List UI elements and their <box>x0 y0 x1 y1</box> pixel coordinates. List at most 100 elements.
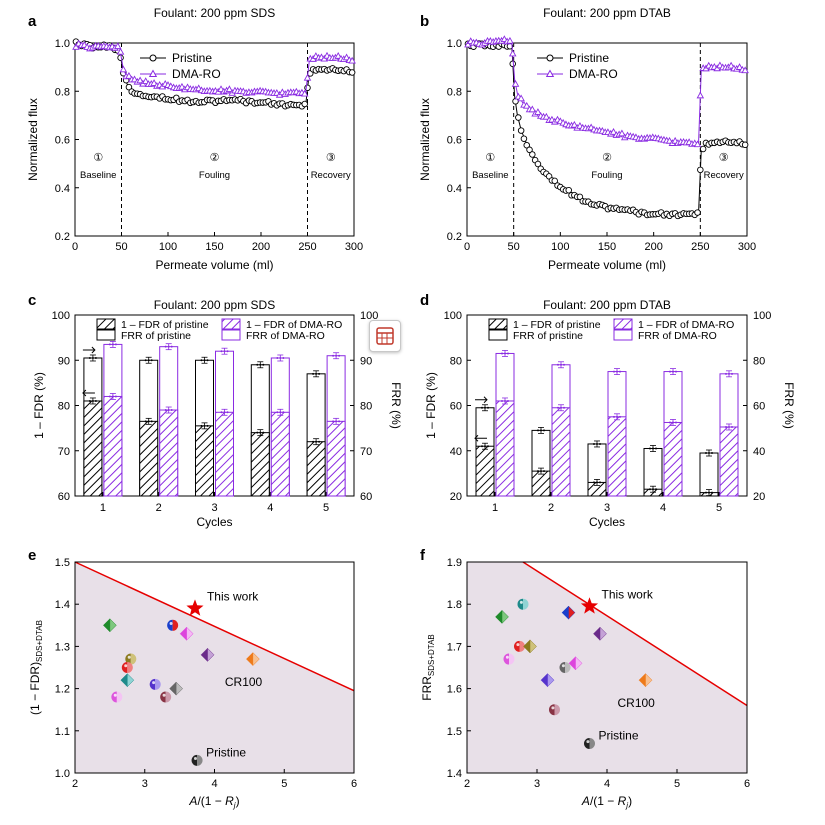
data-point-highlight <box>505 655 509 659</box>
phase-number: ③ <box>719 152 729 164</box>
x-axis-label: A/(1 − Rj) <box>188 794 239 810</box>
marker-pristine <box>694 209 701 216</box>
data-dot <box>282 356 285 359</box>
data-dot <box>599 442 601 445</box>
y-tick-label: 80 <box>58 401 70 413</box>
marker-pristine <box>517 127 525 134</box>
fdr-bar-pristine <box>475 445 495 497</box>
data-dot <box>669 421 671 424</box>
cr100-label: CR100 <box>225 675 263 689</box>
chart-panel-f: 2 3 4 5 6 1.4 1.5 1.6 1.7 1.8 1.9 A/(1 − Rj) FRRSDS+… <box>420 557 750 810</box>
data-dot <box>655 488 657 491</box>
feasible-region <box>467 562 747 773</box>
data-dot <box>164 409 167 412</box>
x-tick-label: 4 <box>660 502 666 514</box>
marker-pristine <box>125 83 133 91</box>
data-dot <box>338 354 341 357</box>
upper-bound-line <box>522 561 748 707</box>
marker-dma-ro <box>609 127 618 135</box>
data-dot <box>170 345 173 348</box>
data-dot <box>167 409 170 412</box>
data-point-highlight <box>516 643 520 647</box>
data-dot <box>144 359 147 362</box>
x-tick-label: 250 <box>298 241 316 253</box>
data-point-highlight <box>124 664 128 668</box>
y-tick-label: 60 <box>58 491 70 503</box>
data-dot <box>731 425 733 428</box>
fdr-bar-dma-ro <box>495 400 515 497</box>
data-dot <box>318 372 321 375</box>
legend-marker <box>545 69 555 77</box>
y-tick-label: 1.0 <box>447 38 462 50</box>
chart-title: Foulant: 200 ppm SDS <box>154 6 275 20</box>
upper-bound-line <box>74 561 355 692</box>
data-point-highlight <box>162 693 166 697</box>
table-icon <box>376 327 394 345</box>
y2-tick-label: 70 <box>360 446 372 458</box>
legend-label: DMA-RO <box>569 67 618 81</box>
data-dot <box>487 445 489 448</box>
x-tick-label: 100 <box>159 241 177 253</box>
y-axis-label: 1 – FDR (%) <box>32 372 46 439</box>
marker-dma-ro <box>303 73 312 81</box>
x-axis-label: Cycles <box>589 515 625 529</box>
x-tick-label: 3 <box>142 778 148 790</box>
data-dot <box>504 352 506 355</box>
panel-letter-b: b <box>420 13 429 30</box>
marker-dma-ro <box>508 49 517 57</box>
data-dot <box>318 440 321 443</box>
x-axis-label: A/(1 − Rj) <box>581 794 632 810</box>
data-dot <box>200 424 203 427</box>
x-tick-label: 3 <box>534 778 540 790</box>
data-dot <box>507 399 509 402</box>
data-dot <box>262 431 265 434</box>
data-dot <box>335 420 338 423</box>
marker-dma-ro <box>693 140 702 148</box>
x-tick-label: 0 <box>72 241 78 253</box>
marker-dma-ro <box>119 65 128 73</box>
data-dot <box>537 429 539 432</box>
marker-dma-ro <box>506 36 514 44</box>
data-point-right-half <box>197 754 203 766</box>
panel-letter-a: a <box>28 13 37 30</box>
x-tick-label: 0 <box>464 241 470 253</box>
data-dot <box>111 343 114 346</box>
data-dot <box>649 447 651 450</box>
fdr-bar-dma-ro <box>663 421 683 497</box>
data-dot <box>164 345 167 348</box>
data-dot <box>484 406 486 409</box>
data-dot <box>501 352 503 355</box>
marker-pristine <box>509 60 516 68</box>
y-tick-label: 0.2 <box>447 231 462 243</box>
data-dot <box>147 359 150 362</box>
data-dot <box>259 431 262 434</box>
phase-label: Recovery <box>704 170 744 181</box>
data-point-highlight <box>169 622 173 625</box>
fdr-bar-dma-ro <box>551 407 571 497</box>
data-dot <box>203 359 206 362</box>
marker-pristine <box>551 177 558 185</box>
chart-panel-c: Foulant: 200 ppm SDS 60 60 70 70 80 80 90 90 100 1… <box>32 298 403 529</box>
x-axis-label: Cycles <box>196 515 232 529</box>
data-dot <box>616 415 618 418</box>
y-tick-label: 0.6 <box>447 135 462 147</box>
phase-number: ③ <box>326 152 336 164</box>
marker-pristine <box>523 141 530 149</box>
data-point-highlight <box>193 757 197 761</box>
marker-dma-ro <box>511 79 520 87</box>
x-tick-label: 150 <box>205 241 223 253</box>
phase-number: ① <box>485 152 495 164</box>
phase-label: Baseline <box>80 170 116 181</box>
y-tick-label: 100 <box>52 310 70 322</box>
y2-tick-label: 60 <box>753 401 765 413</box>
this-work-label: This work <box>207 589 259 603</box>
data-dot <box>167 345 170 348</box>
legend-label: 1 – FDR of pristine <box>121 319 209 331</box>
marker-dma-ro <box>522 101 531 109</box>
legend-swatch <box>221 318 241 330</box>
table-view-button[interactable] <box>369 320 401 352</box>
feasible-region <box>75 562 354 773</box>
marker-pristine <box>515 114 522 121</box>
data-point-right-half <box>523 598 529 610</box>
phase-label: Fouling <box>591 170 622 181</box>
